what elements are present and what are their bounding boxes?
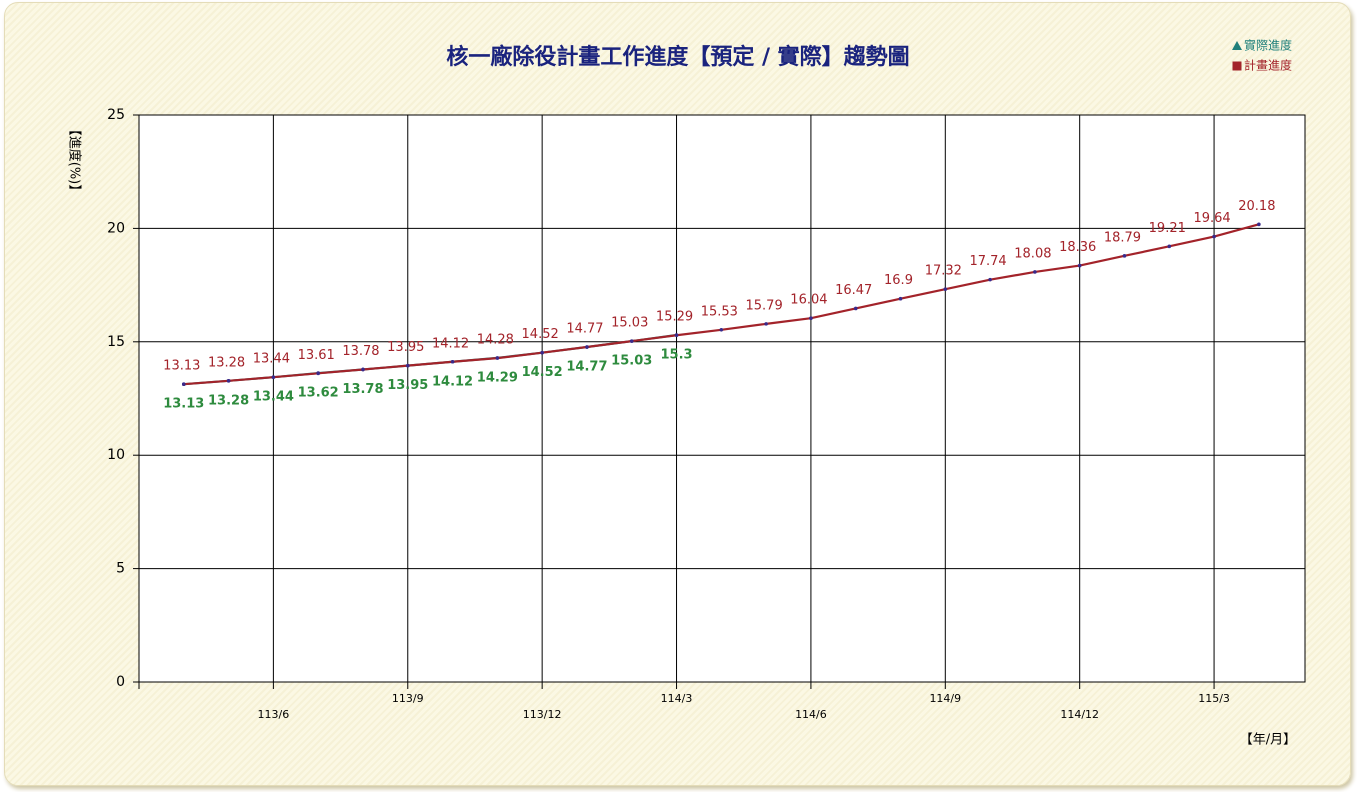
data-point [181,382,186,387]
data-point [853,306,858,311]
x-axis-label: 【年/月】 [1240,733,1296,748]
data-label: 19.21 [1149,221,1186,236]
x-tick-label: 114/3 [661,692,693,705]
data-label: 13.62 [298,386,339,401]
plot-area [139,115,1305,682]
data-point [1167,244,1172,249]
data-label: 13.95 [387,340,424,355]
data-point [943,287,948,291]
legend-marker [1232,41,1242,50]
data-label: 13.44 [253,352,290,367]
data-point [898,296,903,301]
data-point [540,350,544,355]
data-point [585,345,589,349]
data-label: 14.28 [477,333,514,348]
data-label: 13.61 [298,348,335,363]
data-label: 15.53 [701,304,738,319]
legend-label: 計畫進度 [1244,58,1292,73]
data-label: 13.28 [208,393,249,408]
data-label: 14.12 [432,374,473,389]
data-label: 13.44 [253,390,294,405]
data-point [719,327,724,332]
data-label: 15.29 [656,310,693,325]
x-tick-label: 114/6 [795,708,827,721]
data-point [764,322,768,326]
data-label: 19.64 [1193,211,1230,226]
y-tick-label: 0 [116,674,125,690]
data-point [1212,234,1216,239]
y-tick-label: 15 [107,334,125,350]
data-point [450,359,455,364]
data-point [405,363,410,368]
y-axis-label: 【進度(%)】 [67,123,83,198]
data-point [1122,254,1127,258]
data-label: 18.79 [1104,230,1141,245]
data-label: 14.29 [477,370,518,385]
data-label: 16.9 [884,273,913,288]
data-label: 18.36 [1059,240,1096,255]
data-label: 14.77 [566,322,603,337]
data-label: 13.95 [387,378,428,393]
data-point [361,367,365,372]
data-label: 14.52 [522,327,559,342]
data-point [1033,270,1037,274]
x-tick-label: 113/6 [258,708,290,721]
x-tick-label: 113/12 [523,708,562,721]
data-label: 13.78 [342,344,379,359]
data-point [316,371,320,376]
data-label: 15.03 [611,316,648,331]
data-label: 13.28 [208,355,245,370]
data-label: 14.77 [566,360,607,375]
data-point [674,333,679,338]
data-label: 13.13 [163,397,204,412]
data-point [226,379,231,383]
data-label: 14.12 [432,336,469,351]
data-point [1077,263,1082,268]
data-label: 16.47 [835,283,872,298]
y-tick-label: 20 [107,220,125,236]
chart-title: 核一廠除役計畫工作進度【預定 / 實際】趨勢圖 [446,44,909,70]
data-label: 13.78 [342,382,383,397]
data-point [1257,222,1261,227]
data-label: 15.79 [746,298,783,313]
plot-border [138,114,1306,683]
data-label: 17.74 [969,254,1006,269]
data-point [271,375,276,379]
data-point [988,277,992,282]
x-tick-label: 113/9 [392,692,424,705]
x-tick-label: 114/12 [1060,708,1099,721]
data-label: 20.18 [1238,199,1275,214]
data-label: 15.03 [611,354,652,369]
data-point [629,339,634,343]
x-tick-label: 115/3 [1198,692,1230,705]
legend-marker [1232,61,1242,71]
data-label: 17.32 [925,264,962,279]
data-label: 14.52 [522,365,563,380]
data-label: 15.3 [660,347,692,362]
y-tick-label: 10 [107,447,125,463]
x-tick-label: 114/9 [929,692,961,705]
legend-label: 實際進度 [1244,38,1292,53]
data-label: 18.08 [1014,246,1051,261]
data-label: 13.13 [163,359,200,374]
data-label: 16.04 [790,293,827,308]
y-tick-label: 25 [107,107,125,123]
y-tick-label: 5 [116,561,125,577]
data-point [809,316,813,321]
data-point [495,356,500,360]
